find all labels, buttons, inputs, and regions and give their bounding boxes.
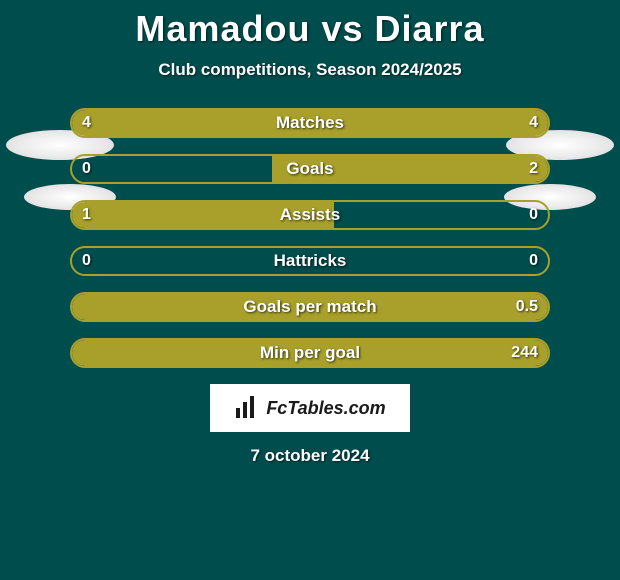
stat-row: 0.5Goals per match (70, 292, 550, 322)
stat-label: Min per goal (72, 340, 548, 366)
subtitle: Club competitions, Season 2024/2025 (0, 60, 620, 80)
infographic-date: 7 october 2024 (0, 446, 620, 466)
stat-row: 44Matches (70, 108, 550, 138)
stat-row: 10Assists (70, 200, 550, 230)
page-title: Mamadou vs Diarra (0, 8, 620, 50)
stat-label: Matches (72, 110, 548, 136)
stat-label: Hattricks (72, 248, 548, 274)
title-vs: vs (321, 8, 363, 49)
stat-row: 244Min per goal (70, 338, 550, 368)
stat-label: Goals (72, 156, 548, 182)
title-player1: Mamadou (135, 8, 310, 49)
stats-comparison-chart: 44Matches 02Goals 10Assists 00Hattricks 0.5G… (70, 108, 550, 368)
bars-icon (234, 396, 260, 420)
stat-row: 00Hattricks (70, 246, 550, 276)
stat-label: Goals per match (72, 294, 548, 320)
title-player2: Diarra (375, 8, 485, 49)
fctables-logo: FcTables.com (210, 384, 410, 432)
stat-row: 02Goals (70, 154, 550, 184)
stat-label: Assists (72, 202, 548, 228)
logo-text: FcTables.com (266, 398, 385, 419)
